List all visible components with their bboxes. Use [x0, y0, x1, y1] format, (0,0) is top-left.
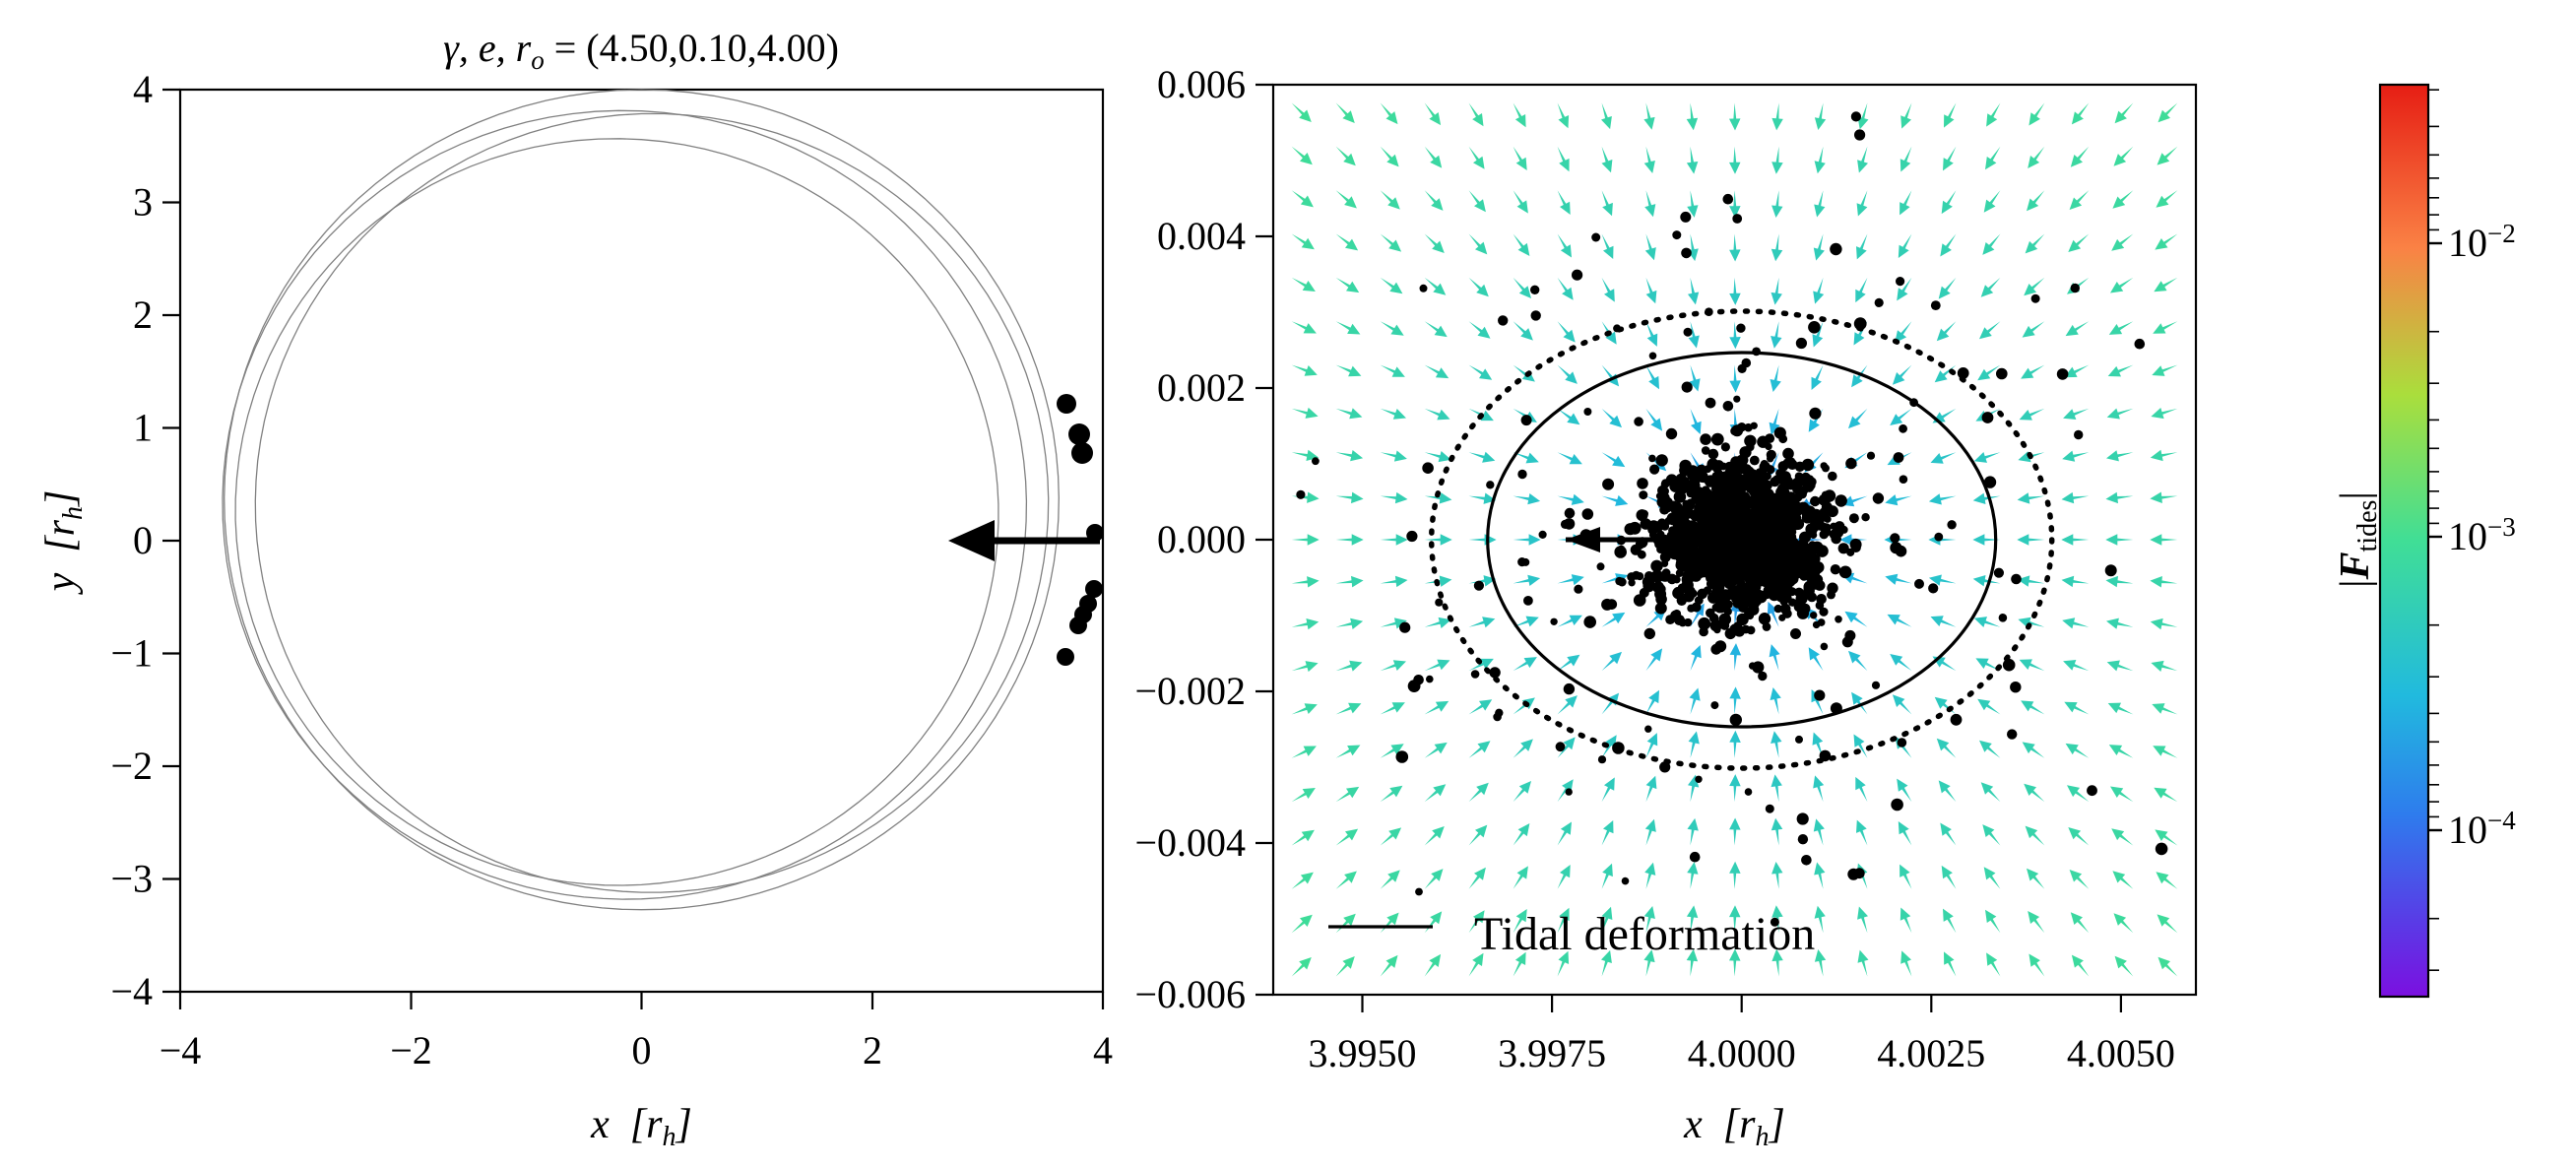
svg-text:4: 4 [133, 67, 153, 111]
svg-text:0: 0 [632, 1028, 652, 1072]
svg-text:−4: −4 [110, 969, 153, 1013]
svg-text:0: 0 [133, 518, 153, 562]
svg-text:4: 4 [1093, 1028, 1113, 1072]
svg-text:1: 1 [133, 406, 153, 450]
svg-text:y [rh]: y [rh] [38, 490, 89, 596]
svg-text:−2: −2 [390, 1028, 432, 1072]
svg-text:−2: −2 [110, 744, 153, 788]
svg-text:x [rh]: x [rh] [1683, 1102, 1785, 1152]
svg-text:3.9950: 3.9950 [1309, 1031, 1417, 1075]
svg-text:Tidal deformation: Tidal deformation [1474, 908, 1815, 960]
svg-text:x [rh]: x [rh] [590, 1102, 692, 1152]
svg-text:−0.004: −0.004 [1134, 820, 1246, 865]
svg-text:0.000: 0.000 [1157, 517, 1246, 561]
svg-text:−0.002: −0.002 [1134, 669, 1246, 713]
svg-text:−3: −3 [110, 857, 153, 901]
svg-text:4.0000: 4.0000 [1688, 1031, 1796, 1075]
svg-text:0.002: 0.002 [1157, 365, 1246, 410]
svg-text:γ, e, ro = (4.50,0.10,4.00): γ, e, ro = (4.50,0.10,4.00) [443, 26, 839, 75]
svg-text:2: 2 [863, 1028, 882, 1072]
svg-text:3.9975: 3.9975 [1498, 1031, 1606, 1075]
svg-text:2: 2 [133, 292, 153, 337]
svg-text:0.004: 0.004 [1157, 214, 1246, 258]
svg-text:−0.006: −0.006 [1134, 972, 1246, 1016]
svg-text:−4: −4 [160, 1028, 202, 1072]
svg-text:4.0050: 4.0050 [2067, 1031, 2175, 1075]
svg-text:−1: −1 [110, 631, 153, 676]
svg-text:3: 3 [133, 180, 153, 225]
svg-text:0.006: 0.006 [1157, 62, 1246, 106]
svg-text:4.0025: 4.0025 [1877, 1031, 1985, 1075]
